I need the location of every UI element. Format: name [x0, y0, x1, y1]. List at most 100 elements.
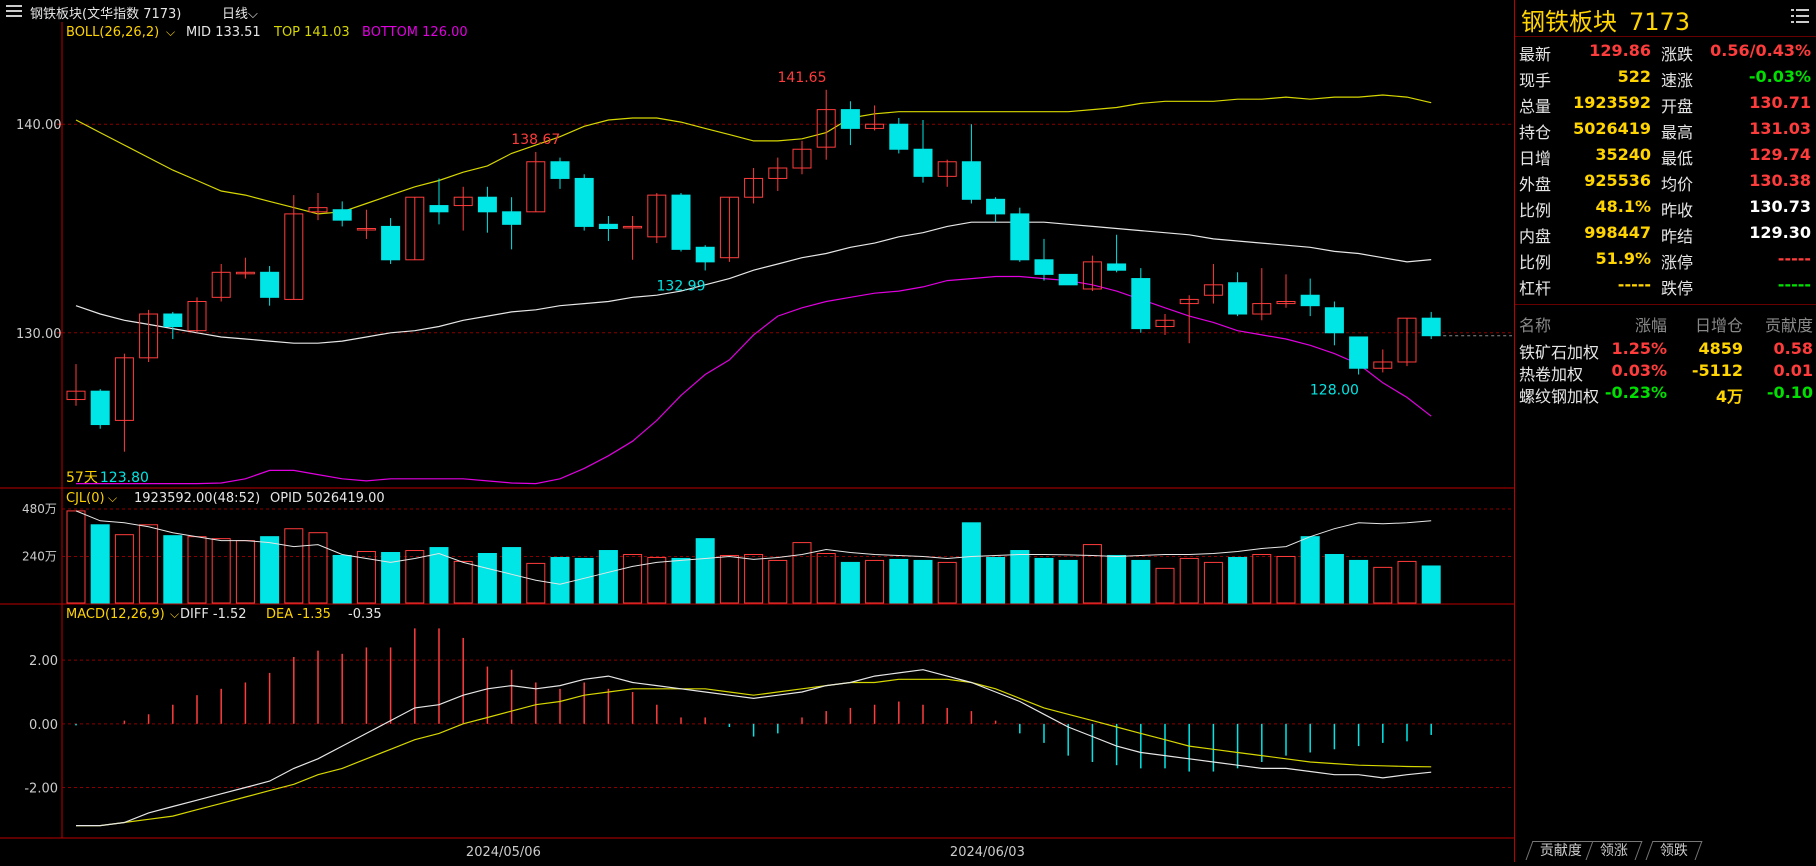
quote-row: 内盘 998447 昨结 129.30	[1515, 220, 1816, 246]
col-contrib: 贡献度	[1765, 312, 1813, 336]
quote-value: -----	[1778, 275, 1811, 294]
volume-bar	[599, 551, 617, 603]
component-name: 螺纹钢加权	[1519, 383, 1599, 407]
boll-bottom-label: BOTTOM 126.00	[362, 25, 468, 40]
quote-row: 比例 48.1% 昨收 130.73	[1515, 194, 1816, 220]
chart-svg[interactable]: 140.00 130.00 BOLL(26,26,2) MID 133.51 TOP 1…	[0, 22, 1514, 862]
volume-bar	[309, 533, 327, 603]
panel-tab-label: 领跌	[1660, 842, 1688, 860]
volume-bar	[987, 557, 1005, 603]
quote-panel: 钢铁板块 7173 最新 129.86 涨跌 0.56/0.43% 现手 522 速涨 -0.0…	[1514, 0, 1816, 862]
quote-row: 最新 129.86 涨跌 0.56/0.43%	[1515, 38, 1816, 64]
quote-row: 杠杆 ----- 跌停 -----	[1515, 272, 1816, 298]
quote-row: 比例 51.9% 涨停 -----	[1515, 246, 1816, 272]
candle-body	[987, 199, 1005, 214]
panel-tab[interactable]: 领跌	[1646, 841, 1703, 860]
quote-value: 998447	[1584, 223, 1651, 242]
oi-value-label: OPID 5026419.00	[270, 491, 385, 506]
candle-body	[841, 110, 859, 129]
volume-bar	[1059, 560, 1077, 603]
quote-value: 130.38	[1749, 171, 1811, 190]
candle-body	[164, 314, 182, 327]
quote-value: 130.71	[1749, 93, 1811, 112]
period-selector[interactable]: 日线⌵	[222, 3, 258, 22]
quote-row: 外盘 925536 均价 130.38	[1515, 168, 1816, 194]
candle-body	[1011, 214, 1029, 260]
menu-icon[interactable]	[6, 5, 22, 17]
volume-bar	[164, 536, 182, 603]
quote-value: 5026419	[1573, 119, 1651, 138]
quote-label: 内盘	[1519, 223, 1551, 247]
quote-grid: 最新 129.86 涨跌 0.56/0.43% 现手 522 速涨 -0.03% 总量 19235…	[1515, 38, 1816, 298]
price-annotation: 128.00	[1310, 383, 1359, 399]
volume-bar	[454, 561, 472, 603]
quote-row: 持仓 5026419 最高 131.03	[1515, 116, 1816, 142]
candle-body	[1325, 308, 1343, 333]
component-oi: 4859	[1698, 339, 1743, 358]
volume-bar	[261, 537, 279, 603]
quote-label: 现手	[1519, 67, 1551, 91]
quote-value: 522	[1618, 67, 1651, 86]
quote-label: 开盘	[1661, 93, 1693, 117]
panel-tab-label: 贡献度	[1540, 842, 1582, 860]
component-contrib: 0.58	[1774, 339, 1813, 358]
volume-bar	[478, 553, 496, 603]
volume-bar	[1108, 555, 1126, 603]
component-change: 0.03%	[1611, 361, 1667, 380]
chevron-down-icon: ⌵	[108, 491, 117, 505]
volume-bar	[1350, 560, 1368, 603]
quote-label: 跌停	[1661, 275, 1693, 299]
volume-bar	[672, 558, 690, 603]
volume-bar	[769, 560, 787, 603]
quote-label: 昨收	[1661, 197, 1693, 221]
candle-body	[1108, 264, 1126, 270]
chevron-down-icon: ⌵	[166, 25, 175, 39]
boll-indicator-label: BOLL(26,26,2)	[66, 25, 159, 40]
boll-top-label: TOP 141.03	[273, 25, 350, 40]
quote-label: 最高	[1661, 119, 1693, 143]
quote-row: 现手 522 速涨 -0.03%	[1515, 64, 1816, 90]
boll-mid-label: MID 133.51	[186, 25, 261, 40]
panel-tab-label: 领涨	[1600, 842, 1628, 860]
volume-bar	[1229, 557, 1247, 603]
volume-bar	[236, 541, 254, 603]
macd-value-label: -0.35	[348, 607, 382, 622]
component-row[interactable]: 螺纹钢加权 -0.23% 4万 -0.10	[1515, 381, 1816, 407]
range-label: 57天	[66, 470, 98, 486]
candle-body	[478, 197, 496, 212]
volume-bar	[696, 539, 714, 603]
panel-menu-icon[interactable]	[1791, 8, 1809, 24]
candle-body	[333, 210, 351, 220]
candle-body	[1301, 295, 1319, 305]
open-interest-line	[76, 511, 1431, 584]
quote-label: 外盘	[1519, 171, 1551, 195]
volume-bar	[575, 558, 593, 603]
component-change: -0.23%	[1605, 383, 1667, 402]
volume-bar	[503, 548, 521, 603]
volume-bar	[188, 537, 206, 603]
panel-tabs: 贡献度 领涨 领跌	[1515, 840, 1816, 862]
quote-label: 总量	[1519, 93, 1551, 117]
quote-label: 最低	[1661, 145, 1693, 169]
volume-bar	[1374, 567, 1392, 603]
component-oi: -5112	[1692, 361, 1743, 380]
y-tick-label: 130.00	[16, 327, 62, 342]
candle-body	[503, 212, 521, 225]
y-tick-label: 480万	[22, 502, 57, 516]
y-tick-label: -2.00	[24, 781, 58, 796]
macd-indicator-label: MACD(12,26,9)	[66, 607, 165, 622]
candle-body	[599, 224, 617, 228]
chart-area[interactable]: 140.00 130.00 BOLL(26,26,2) MID 133.51 TOP 1…	[0, 22, 1514, 862]
macd-diff-label: DIFF -1.52	[180, 607, 247, 622]
volume-bar	[1277, 556, 1295, 603]
price-annotation: 132.99	[657, 278, 706, 294]
panel-tab[interactable]: 领涨	[1586, 841, 1643, 860]
volume-bar	[938, 562, 956, 603]
quote-value: -----	[1618, 275, 1651, 294]
component-oi: 4万	[1716, 383, 1743, 407]
volume-bar	[1398, 561, 1416, 603]
candle-body	[1132, 279, 1150, 329]
price-annotation: 141.65	[778, 70, 827, 86]
volume-bar	[527, 563, 545, 603]
volume-bar	[1132, 560, 1150, 603]
